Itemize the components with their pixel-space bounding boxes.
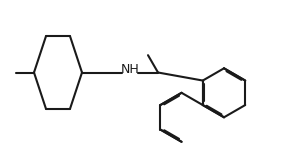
Text: NH: NH xyxy=(121,63,139,76)
